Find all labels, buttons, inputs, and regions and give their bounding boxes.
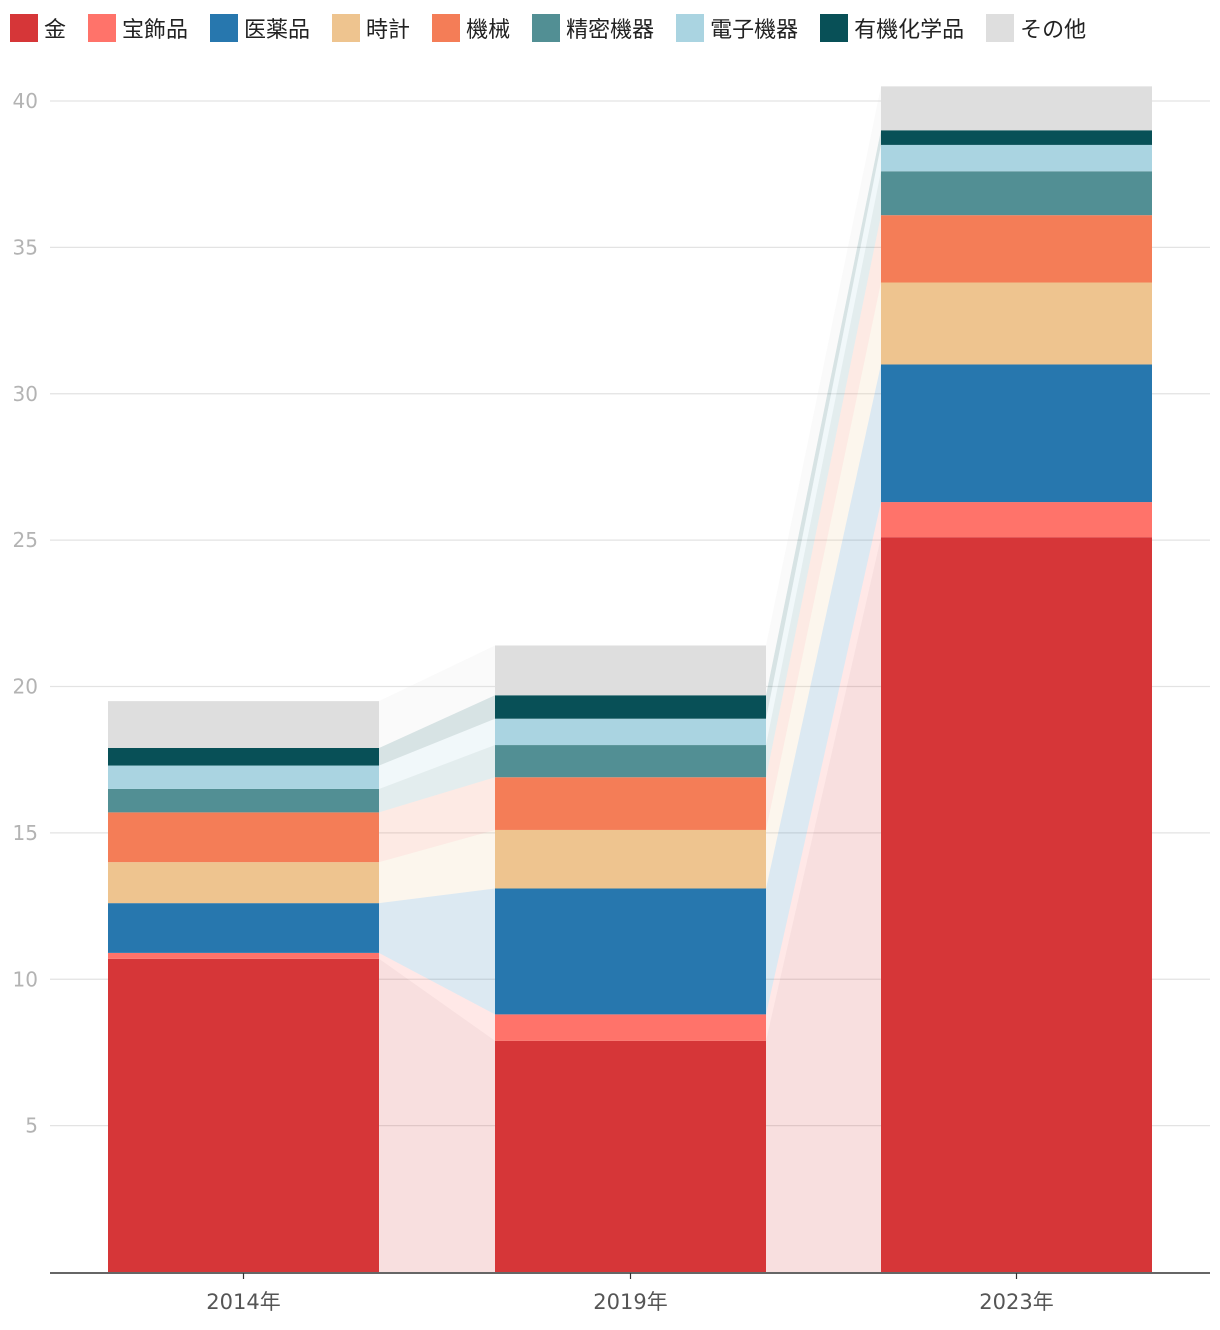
bar-segment	[108, 788, 379, 813]
bar-segment	[108, 862, 379, 904]
legend: 金 宝飾品 医薬品 時計 機械 精密機器 電子機器 有機化学品 その他	[10, 12, 1108, 44]
bar-segment	[495, 718, 766, 746]
connector-band	[766, 171, 881, 778]
bar-segment	[881, 364, 1152, 503]
connector-bands	[379, 86, 881, 1272]
connector-band	[766, 282, 881, 889]
y-tick-label: 10	[13, 967, 38, 991]
connector-band	[766, 502, 881, 1041]
y-axis-ticks: 5 10 15 20 25 30 35 40	[13, 89, 38, 1138]
connector-band	[766, 86, 881, 696]
bar-segment	[495, 888, 766, 1015]
bar-segment	[881, 86, 1152, 131]
y-tick-label: 15	[13, 821, 38, 845]
y-tick-label: 5	[25, 1114, 38, 1138]
legend-label: 医薬品	[244, 18, 311, 43]
legend-swatch	[820, 14, 849, 42]
connector-band	[379, 888, 495, 1015]
bar-segment	[108, 765, 379, 789]
x-tick-label: 2014年	[206, 1290, 280, 1314]
legend-swatch	[88, 14, 117, 42]
bar-segment	[108, 812, 379, 863]
legend-item: 時計	[332, 12, 410, 44]
bar-segment	[881, 215, 1152, 283]
bar-segment	[495, 1014, 766, 1041]
y-tick-label: 30	[13, 382, 38, 406]
bar-segment	[108, 747, 379, 766]
legend-label: 電子機器	[710, 18, 799, 43]
connector-band	[379, 958, 495, 1272]
x-axis-ticks: 2014年 2019年 2023年	[206, 1273, 1054, 1314]
y-tick-label: 25	[13, 528, 38, 552]
bar-segment	[108, 958, 379, 1272]
y-tick-label: 40	[13, 89, 38, 113]
legend-label: 機械	[466, 18, 511, 43]
bar-segment	[881, 144, 1152, 172]
legend-item: 機械	[432, 12, 510, 44]
legend-label: 有機化学品	[854, 18, 965, 43]
connector-band	[766, 144, 881, 746]
legend-item: 金	[10, 12, 66, 44]
bar-segment	[495, 745, 766, 778]
legend-swatch	[432, 14, 461, 42]
legend-label: 精密機器	[566, 18, 655, 43]
legend-label: 金	[44, 18, 67, 43]
legend-item: 有機化学品	[820, 12, 964, 44]
bar-segment	[881, 130, 1152, 145]
legend-item: 精密機器	[532, 12, 654, 44]
legend-label: 宝飾品	[122, 18, 189, 43]
bars	[108, 86, 1152, 1272]
y-tick-label: 20	[13, 675, 38, 699]
legend-label: 時計	[366, 18, 411, 43]
x-tick-label: 2019年	[593, 1290, 667, 1314]
legend-item: 医薬品	[210, 12, 310, 44]
legend-swatch	[210, 14, 239, 42]
bar-segment	[495, 777, 766, 830]
bar-segment	[495, 829, 766, 889]
connector-band	[379, 745, 495, 813]
connector-band	[379, 645, 495, 748]
bar-segment	[881, 171, 1152, 216]
connector-band	[766, 215, 881, 830]
legend-swatch	[10, 14, 38, 42]
bar-segment	[881, 502, 1152, 538]
connector-band	[379, 695, 495, 766]
connector-band	[379, 952, 495, 1041]
bar-segment	[881, 537, 1152, 1272]
legend-item: 電子機器	[676, 12, 798, 44]
connector-band	[379, 718, 495, 789]
legend-swatch	[986, 14, 1015, 42]
bar-segment	[108, 903, 379, 953]
bar-segment	[108, 952, 379, 959]
connector-band	[379, 777, 495, 863]
legend-swatch	[332, 14, 361, 42]
legend-swatch	[676, 14, 705, 42]
bar-segment	[495, 695, 766, 719]
bar-segment	[495, 1040, 766, 1272]
connector-band	[379, 829, 495, 904]
legend-swatch	[532, 14, 561, 42]
connector-band	[766, 537, 881, 1272]
bar-segment	[495, 645, 766, 696]
x-tick-label: 2023年	[979, 1290, 1053, 1314]
y-tick-label: 35	[13, 235, 38, 259]
legend-label: その他	[1020, 18, 1087, 43]
connector-band	[766, 364, 881, 1015]
legend-item: その他	[986, 12, 1086, 44]
connector-band	[766, 130, 881, 719]
bar-segment	[881, 282, 1152, 365]
legend-item: 宝飾品	[88, 12, 188, 44]
bar-segment	[108, 701, 379, 748]
